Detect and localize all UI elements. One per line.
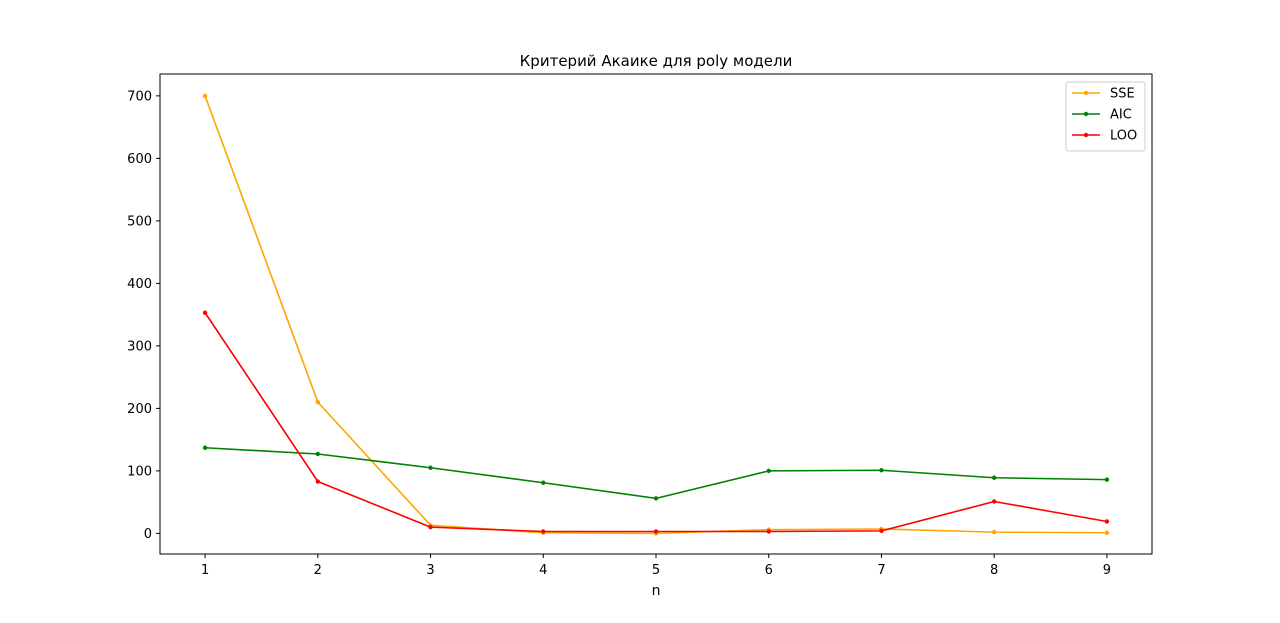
data-point-sse xyxy=(1104,530,1110,535)
x-tick-label: 2 xyxy=(314,563,322,578)
y-tick-label: 500 xyxy=(127,214,152,229)
plot-frame xyxy=(159,73,1153,555)
data-point-loo xyxy=(879,528,884,534)
chart-title: Критерий Акаике для poly модели xyxy=(520,52,793,70)
data-point-loo xyxy=(766,529,771,534)
legend-label-aic: AIC xyxy=(1110,108,1132,123)
x-axis-label: n xyxy=(652,583,661,599)
series-line-sse xyxy=(204,95,1107,535)
data-point-loo xyxy=(202,310,208,315)
data-point-aic xyxy=(315,451,321,457)
y-tick-label: 600 xyxy=(127,152,152,167)
x-tick-label: 5 xyxy=(652,563,660,578)
data-point-loo xyxy=(541,529,546,534)
legend-marker-loo xyxy=(1083,132,1089,138)
x-tick-label: 3 xyxy=(426,563,434,578)
x-tick-label: 6 xyxy=(765,563,773,578)
data-point-sse xyxy=(202,93,208,99)
legend-label-sse: SSE xyxy=(1110,87,1135,102)
y-tick-label: 700 xyxy=(127,89,152,104)
y-tick-label: 0 xyxy=(144,527,152,542)
series-layer xyxy=(202,93,1110,536)
data-point-loo xyxy=(428,524,433,530)
legend-label-loo: LOO xyxy=(1110,129,1137,144)
data-point-aic xyxy=(766,468,771,474)
data-point-aic xyxy=(428,465,433,470)
data-point-aic xyxy=(202,445,208,450)
legend-marker-sse xyxy=(1083,90,1089,96)
data-point-aic xyxy=(1104,477,1110,482)
x-tick-label: 8 xyxy=(990,563,998,578)
data-point-aic xyxy=(879,468,884,473)
y-tick-label: 300 xyxy=(127,339,152,354)
legend-marker-aic xyxy=(1083,111,1089,117)
data-point-loo xyxy=(1104,519,1110,524)
y-tick-label: 200 xyxy=(127,402,152,417)
data-point-sse xyxy=(315,399,321,405)
data-point-loo xyxy=(315,479,321,484)
data-point-aic xyxy=(653,496,659,501)
data-point-aic xyxy=(991,475,997,480)
x-axis: 1 2 3 4 5 6 7 8 9 xyxy=(201,554,1111,578)
y-tick-label: 100 xyxy=(127,464,152,479)
x-tick-label: 4 xyxy=(539,563,547,578)
y-axis: 0 100 200 300 400 500 600 700 xyxy=(127,89,160,542)
x-tick-label: 7 xyxy=(877,563,885,578)
legend: SSE AIC LOO xyxy=(1065,81,1146,152)
data-point-sse xyxy=(991,529,997,535)
data-point-loo xyxy=(991,499,997,504)
data-point-aic xyxy=(541,480,546,485)
x-tick-label: 1 xyxy=(201,563,209,578)
y-tick-label: 400 xyxy=(127,277,152,292)
data-point-loo xyxy=(653,529,659,534)
x-tick-label: 9 xyxy=(1103,563,1111,578)
